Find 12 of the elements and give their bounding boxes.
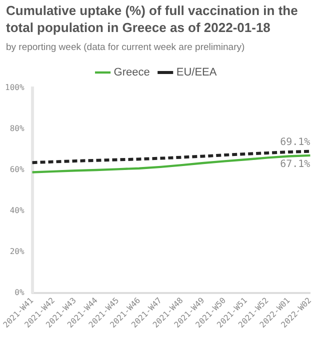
legend-label: EU/EEA bbox=[176, 66, 218, 79]
y-tick-label: 0% bbox=[14, 288, 24, 298]
y-tick-label: 40% bbox=[10, 206, 24, 216]
y-tick-label: 20% bbox=[10, 247, 24, 256]
y-tick-label: 100% bbox=[5, 83, 24, 92]
chart-title: Cumulative uptake (%) of full vaccination in the total population in Greece as of 2022-01-18 bbox=[6, 2, 299, 36]
y-tick-label: 60% bbox=[10, 165, 24, 174]
y-tick-label: 80% bbox=[10, 124, 24, 134]
legend-label: Greece bbox=[114, 66, 150, 79]
data-label: 69.1% bbox=[280, 136, 310, 148]
data-label: 67.1% bbox=[280, 159, 310, 170]
chart-subtitle: by reporting week (data for current week are preliminary) bbox=[6, 42, 246, 53]
